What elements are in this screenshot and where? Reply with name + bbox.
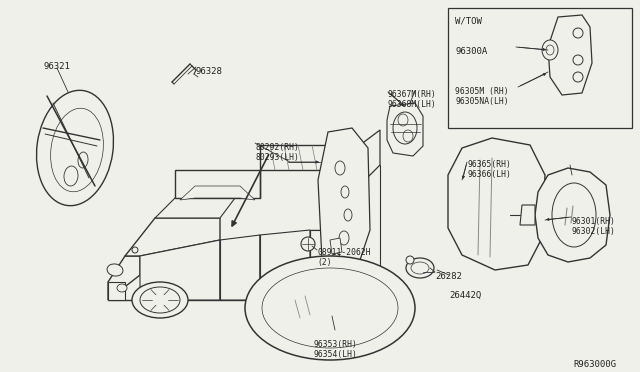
Polygon shape [155, 198, 235, 218]
Ellipse shape [36, 90, 113, 206]
Polygon shape [108, 256, 140, 300]
Polygon shape [260, 230, 310, 300]
Polygon shape [125, 218, 220, 256]
Ellipse shape [78, 152, 88, 168]
Ellipse shape [332, 289, 348, 301]
Ellipse shape [573, 55, 583, 65]
Ellipse shape [140, 287, 180, 313]
Ellipse shape [393, 112, 417, 144]
Text: 96321: 96321 [44, 62, 70, 71]
Ellipse shape [339, 231, 349, 245]
Polygon shape [310, 230, 360, 300]
Ellipse shape [64, 166, 78, 186]
Polygon shape [548, 15, 592, 95]
Polygon shape [180, 186, 255, 200]
Ellipse shape [406, 258, 434, 278]
Ellipse shape [546, 45, 554, 55]
Polygon shape [318, 128, 370, 278]
Polygon shape [175, 170, 260, 198]
Polygon shape [360, 130, 380, 185]
Ellipse shape [398, 114, 408, 126]
Text: 96365(RH)
96366(LH): 96365(RH) 96366(LH) [468, 160, 512, 179]
Ellipse shape [335, 161, 345, 175]
Ellipse shape [132, 282, 188, 318]
Polygon shape [520, 205, 535, 225]
Ellipse shape [542, 40, 558, 60]
Text: 96353(RH)
96354(LH): 96353(RH) 96354(LH) [313, 340, 357, 359]
Text: 96300A: 96300A [455, 47, 487, 56]
Polygon shape [448, 138, 545, 270]
Polygon shape [220, 235, 260, 300]
Ellipse shape [107, 264, 123, 276]
Text: 08911-2062H
(2): 08911-2062H (2) [317, 248, 371, 267]
Ellipse shape [314, 279, 366, 311]
Polygon shape [330, 238, 342, 254]
Polygon shape [140, 240, 220, 300]
Ellipse shape [341, 186, 349, 198]
Text: 26442Q: 26442Q [449, 291, 481, 300]
Text: 96367M(RH)
96368M(LH): 96367M(RH) 96368M(LH) [388, 90, 436, 109]
Text: 96305M (RH)
96305NA(LH): 96305M (RH) 96305NA(LH) [455, 87, 509, 106]
Text: 96301(RH)
96302(LH): 96301(RH) 96302(LH) [572, 217, 616, 236]
Ellipse shape [403, 130, 413, 142]
Ellipse shape [117, 284, 127, 292]
Polygon shape [387, 103, 423, 156]
Ellipse shape [332, 253, 340, 263]
Text: 80292(RH)
80293(LH): 80292(RH) 80293(LH) [255, 143, 299, 163]
Ellipse shape [406, 256, 414, 264]
Text: 96328: 96328 [196, 67, 223, 76]
Polygon shape [108, 282, 125, 300]
Ellipse shape [132, 247, 138, 253]
Polygon shape [260, 145, 360, 170]
Text: 26282: 26282 [435, 272, 462, 281]
Ellipse shape [573, 28, 583, 38]
Bar [448, 8, 632, 128]
Ellipse shape [344, 209, 352, 221]
Text: R963000G: R963000G [573, 360, 616, 369]
Text: W/TOW: W/TOW [455, 17, 482, 26]
Ellipse shape [245, 256, 415, 360]
Ellipse shape [411, 262, 429, 274]
Ellipse shape [305, 273, 375, 317]
Ellipse shape [573, 72, 583, 82]
Ellipse shape [301, 237, 315, 251]
Polygon shape [535, 168, 610, 262]
